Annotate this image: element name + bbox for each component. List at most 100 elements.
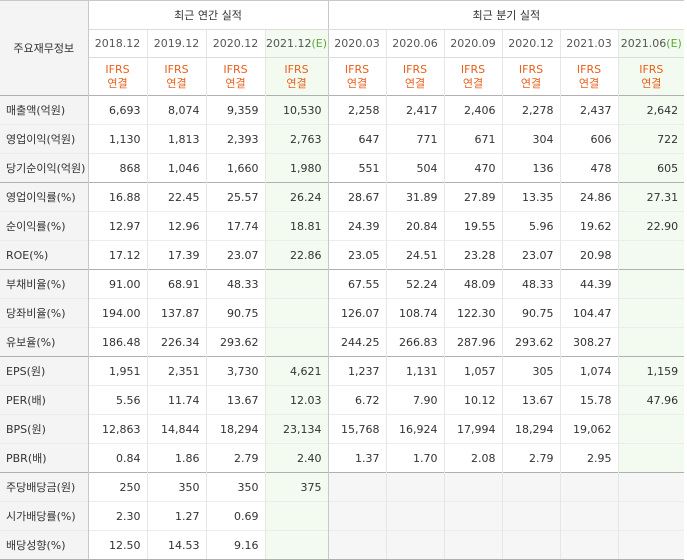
table-cell: 104.47 <box>559 298 619 328</box>
table-cell: 2,437 <box>559 95 619 125</box>
period-year: 2020.03 <box>334 37 380 50</box>
table-cell <box>443 501 503 531</box>
table-cell: 551 <box>327 153 387 183</box>
period-header: 2019.12 <box>146 29 206 58</box>
table-cell <box>617 501 685 531</box>
basis-scope: 연결 <box>346 76 368 90</box>
accounting-basis: IFRS 연결 <box>205 57 265 96</box>
period-year: 2020.09 <box>450 37 496 50</box>
table-cell: 19,062 <box>559 414 619 444</box>
table-cell: 17.74 <box>205 211 265 241</box>
table-cell: 136 <box>501 153 561 183</box>
table-cell: 24.39 <box>327 211 387 241</box>
table-cell: 504 <box>385 153 445 183</box>
table-cell: 23.28 <box>443 240 503 270</box>
table-cell: 350 <box>146 472 206 502</box>
table-cell: 15.78 <box>559 385 619 415</box>
period-header: 2021.03 <box>559 29 619 58</box>
table-cell <box>501 501 561 531</box>
table-cell: 304 <box>501 124 561 154</box>
basis-scope: 연결 <box>404 76 426 90</box>
basis-scope: 연결 <box>462 76 484 90</box>
table-cell: 2,406 <box>443 95 503 125</box>
table-cell: 27.89 <box>443 182 503 212</box>
table-cell <box>617 269 685 299</box>
table-cell: 5.96 <box>501 211 561 241</box>
table-cell: 10.12 <box>443 385 503 415</box>
table-cell: 194.00 <box>88 298 147 328</box>
table-cell: 52.24 <box>385 269 445 299</box>
period-header: 2020.12 <box>205 29 265 58</box>
basis-standard: IFRS <box>639 62 664 76</box>
table-cell <box>385 472 445 502</box>
table-cell: 0.84 <box>88 443 147 473</box>
table-cell: 14,844 <box>146 414 206 444</box>
quarterly-results-header: 최근 분기 실적 <box>327 0 685 30</box>
table-cell: 1.27 <box>146 501 206 531</box>
table-cell: 68.91 <box>146 269 206 299</box>
table-cell: 3,730 <box>205 356 265 386</box>
row-label: EPS(원) <box>0 356 89 386</box>
table-cell: 2.79 <box>501 443 561 473</box>
basis-scope: 연결 <box>520 76 542 90</box>
table-cell: 1,130 <box>88 124 147 154</box>
row-label: 유보율(%) <box>0 327 89 357</box>
period-year: 2021.06 <box>620 37 667 50</box>
table-cell <box>617 530 685 560</box>
basis-standard: IFRS <box>402 62 428 76</box>
period-year: 2020.06 <box>392 37 438 50</box>
table-cell: 2,417 <box>385 95 445 125</box>
table-cell: 12.96 <box>146 211 206 241</box>
table-cell: 2.40 <box>264 443 329 473</box>
period-header: 2021.06(E) <box>617 29 685 58</box>
table-cell: 2,393 <box>205 124 265 154</box>
table-cell: 91.00 <box>88 269 147 299</box>
table-cell <box>559 501 619 531</box>
table-cell: 2,278 <box>501 95 561 125</box>
table-cell: 67.55 <box>327 269 387 299</box>
table-cell: 11.74 <box>146 385 206 415</box>
table-row: PBR(배) 0.84 1.86 2.79 2.40 1.37 1.70 2.08 2.79 2.… <box>0 443 685 473</box>
table-cell: 12,863 <box>88 414 147 444</box>
table-cell: 25.57 <box>205 182 265 212</box>
table-cell: 47.96 <box>617 385 685 415</box>
table-cell <box>559 530 619 560</box>
row-label: 영업이익률(%) <box>0 182 89 212</box>
table-cell: 2,642 <box>617 95 685 125</box>
table-cell: 15,768 <box>327 414 387 444</box>
row-label: 영업이익(억원) <box>0 124 89 154</box>
table-cell: 186.48 <box>88 327 147 357</box>
period-year: 2021.12 <box>265 37 312 50</box>
table-row: 영업이익률(%) 16.88 22.45 25.57 26.24 28.67 31.89 27… <box>0 182 685 212</box>
table-cell: 20.98 <box>559 240 619 270</box>
header-row-periods: 2018.12 2019.12 2020.12 2021.12(E) 2020.03 20… <box>0 29 685 58</box>
table-row: 영업이익(억원) 1,130 1,813 2,393 2,763 647 771 671 304… <box>0 124 685 154</box>
table-cell: 16,924 <box>385 414 445 444</box>
table-cell: 1,951 <box>88 356 147 386</box>
table-cell: 266.83 <box>385 327 445 357</box>
table-cell: 12.03 <box>264 385 329 415</box>
table-cell: 2.08 <box>443 443 503 473</box>
table-cell: 9.16 <box>205 530 265 560</box>
table-cell: 126.07 <box>327 298 387 328</box>
table-cell <box>385 530 445 560</box>
table-cell: 4,621 <box>264 356 329 386</box>
table-cell <box>501 472 561 502</box>
table-cell: 375 <box>264 472 329 502</box>
table-cell: 44.39 <box>559 269 619 299</box>
basis-scope: 연결 <box>578 76 600 90</box>
row-label: 순이익률(%) <box>0 211 89 241</box>
table-cell: 671 <box>443 124 503 154</box>
period-header: 2020.09 <box>443 29 503 58</box>
table-cell: 647 <box>327 124 387 154</box>
table-cell: 137.87 <box>146 298 206 328</box>
table-cell <box>327 472 387 502</box>
accounting-basis: IFRS 연결 <box>501 57 561 96</box>
basis-standard: IFRS <box>105 62 130 76</box>
row-label: 주당배당금(원) <box>0 472 89 502</box>
table-cell: 1,159 <box>617 356 685 386</box>
table-cell: 8,074 <box>146 95 206 125</box>
table-cell: 17.39 <box>146 240 206 270</box>
table-cell <box>617 443 685 473</box>
row-label: 당기순이익(억원) <box>0 153 89 183</box>
